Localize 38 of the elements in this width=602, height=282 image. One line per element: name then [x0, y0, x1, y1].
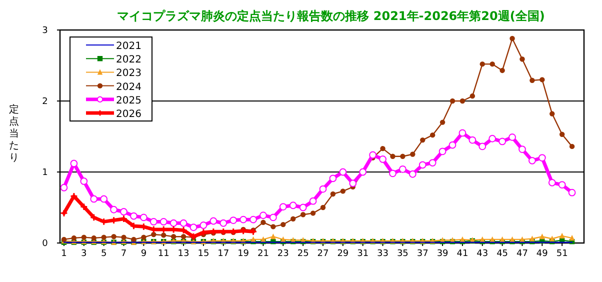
x-tick-label: 51	[556, 249, 568, 259]
x-tick-label: 47	[516, 249, 528, 259]
legend-label: 2022	[116, 54, 142, 66]
legend-label: 2024	[116, 82, 142, 93]
x-tick-label: 1	[61, 249, 67, 259]
x-tick-label: 17	[218, 249, 230, 259]
x-tick-label: 45	[496, 249, 508, 259]
x-tick-label: 21	[258, 249, 269, 259]
x-tick-label: 49	[536, 249, 548, 259]
legend-label: 2023	[116, 68, 142, 80]
x-tick-label: 9	[140, 249, 147, 259]
y-tick-label: 2	[42, 97, 48, 107]
x-tick-label: 29	[337, 249, 349, 259]
x-tick-label: 15	[198, 249, 210, 259]
x-tick-label: 5	[100, 249, 107, 259]
x-tick-label: 7	[120, 249, 127, 259]
legend-label: 2026	[116, 109, 142, 120]
legend-label: 2021	[116, 41, 142, 52]
x-tick-label: 11	[158, 249, 170, 259]
legend-label: 2025	[116, 95, 142, 106]
x-tick-label: 41	[456, 249, 468, 259]
x-tick-label: 3	[81, 249, 87, 259]
x-tick-label: 37	[416, 249, 428, 259]
y-tick-label: 1	[42, 168, 48, 178]
x-tick-label: 13	[178, 249, 190, 259]
x-tick-label: 43	[476, 249, 488, 259]
x-tick-label: 31	[357, 249, 369, 259]
x-tick-label: 33	[377, 249, 388, 259]
x-tick-label: 25	[297, 249, 309, 259]
y-axis-title: 定点当たり	[9, 104, 19, 164]
chart-title: マイコプラズマ肺炎の定点当たり報告数の推移 2021年-2026年第20週(全国)	[117, 9, 545, 23]
x-tick-label: 39	[436, 249, 449, 259]
y-tick-label: 3	[42, 26, 48, 36]
x-tick-label: 35	[396, 249, 408, 259]
y-tick-label: 0	[42, 239, 48, 249]
x-tick-label: 19	[238, 249, 250, 259]
x-tick-label: 27	[317, 249, 329, 259]
x-tick-label: 23	[277, 249, 289, 259]
